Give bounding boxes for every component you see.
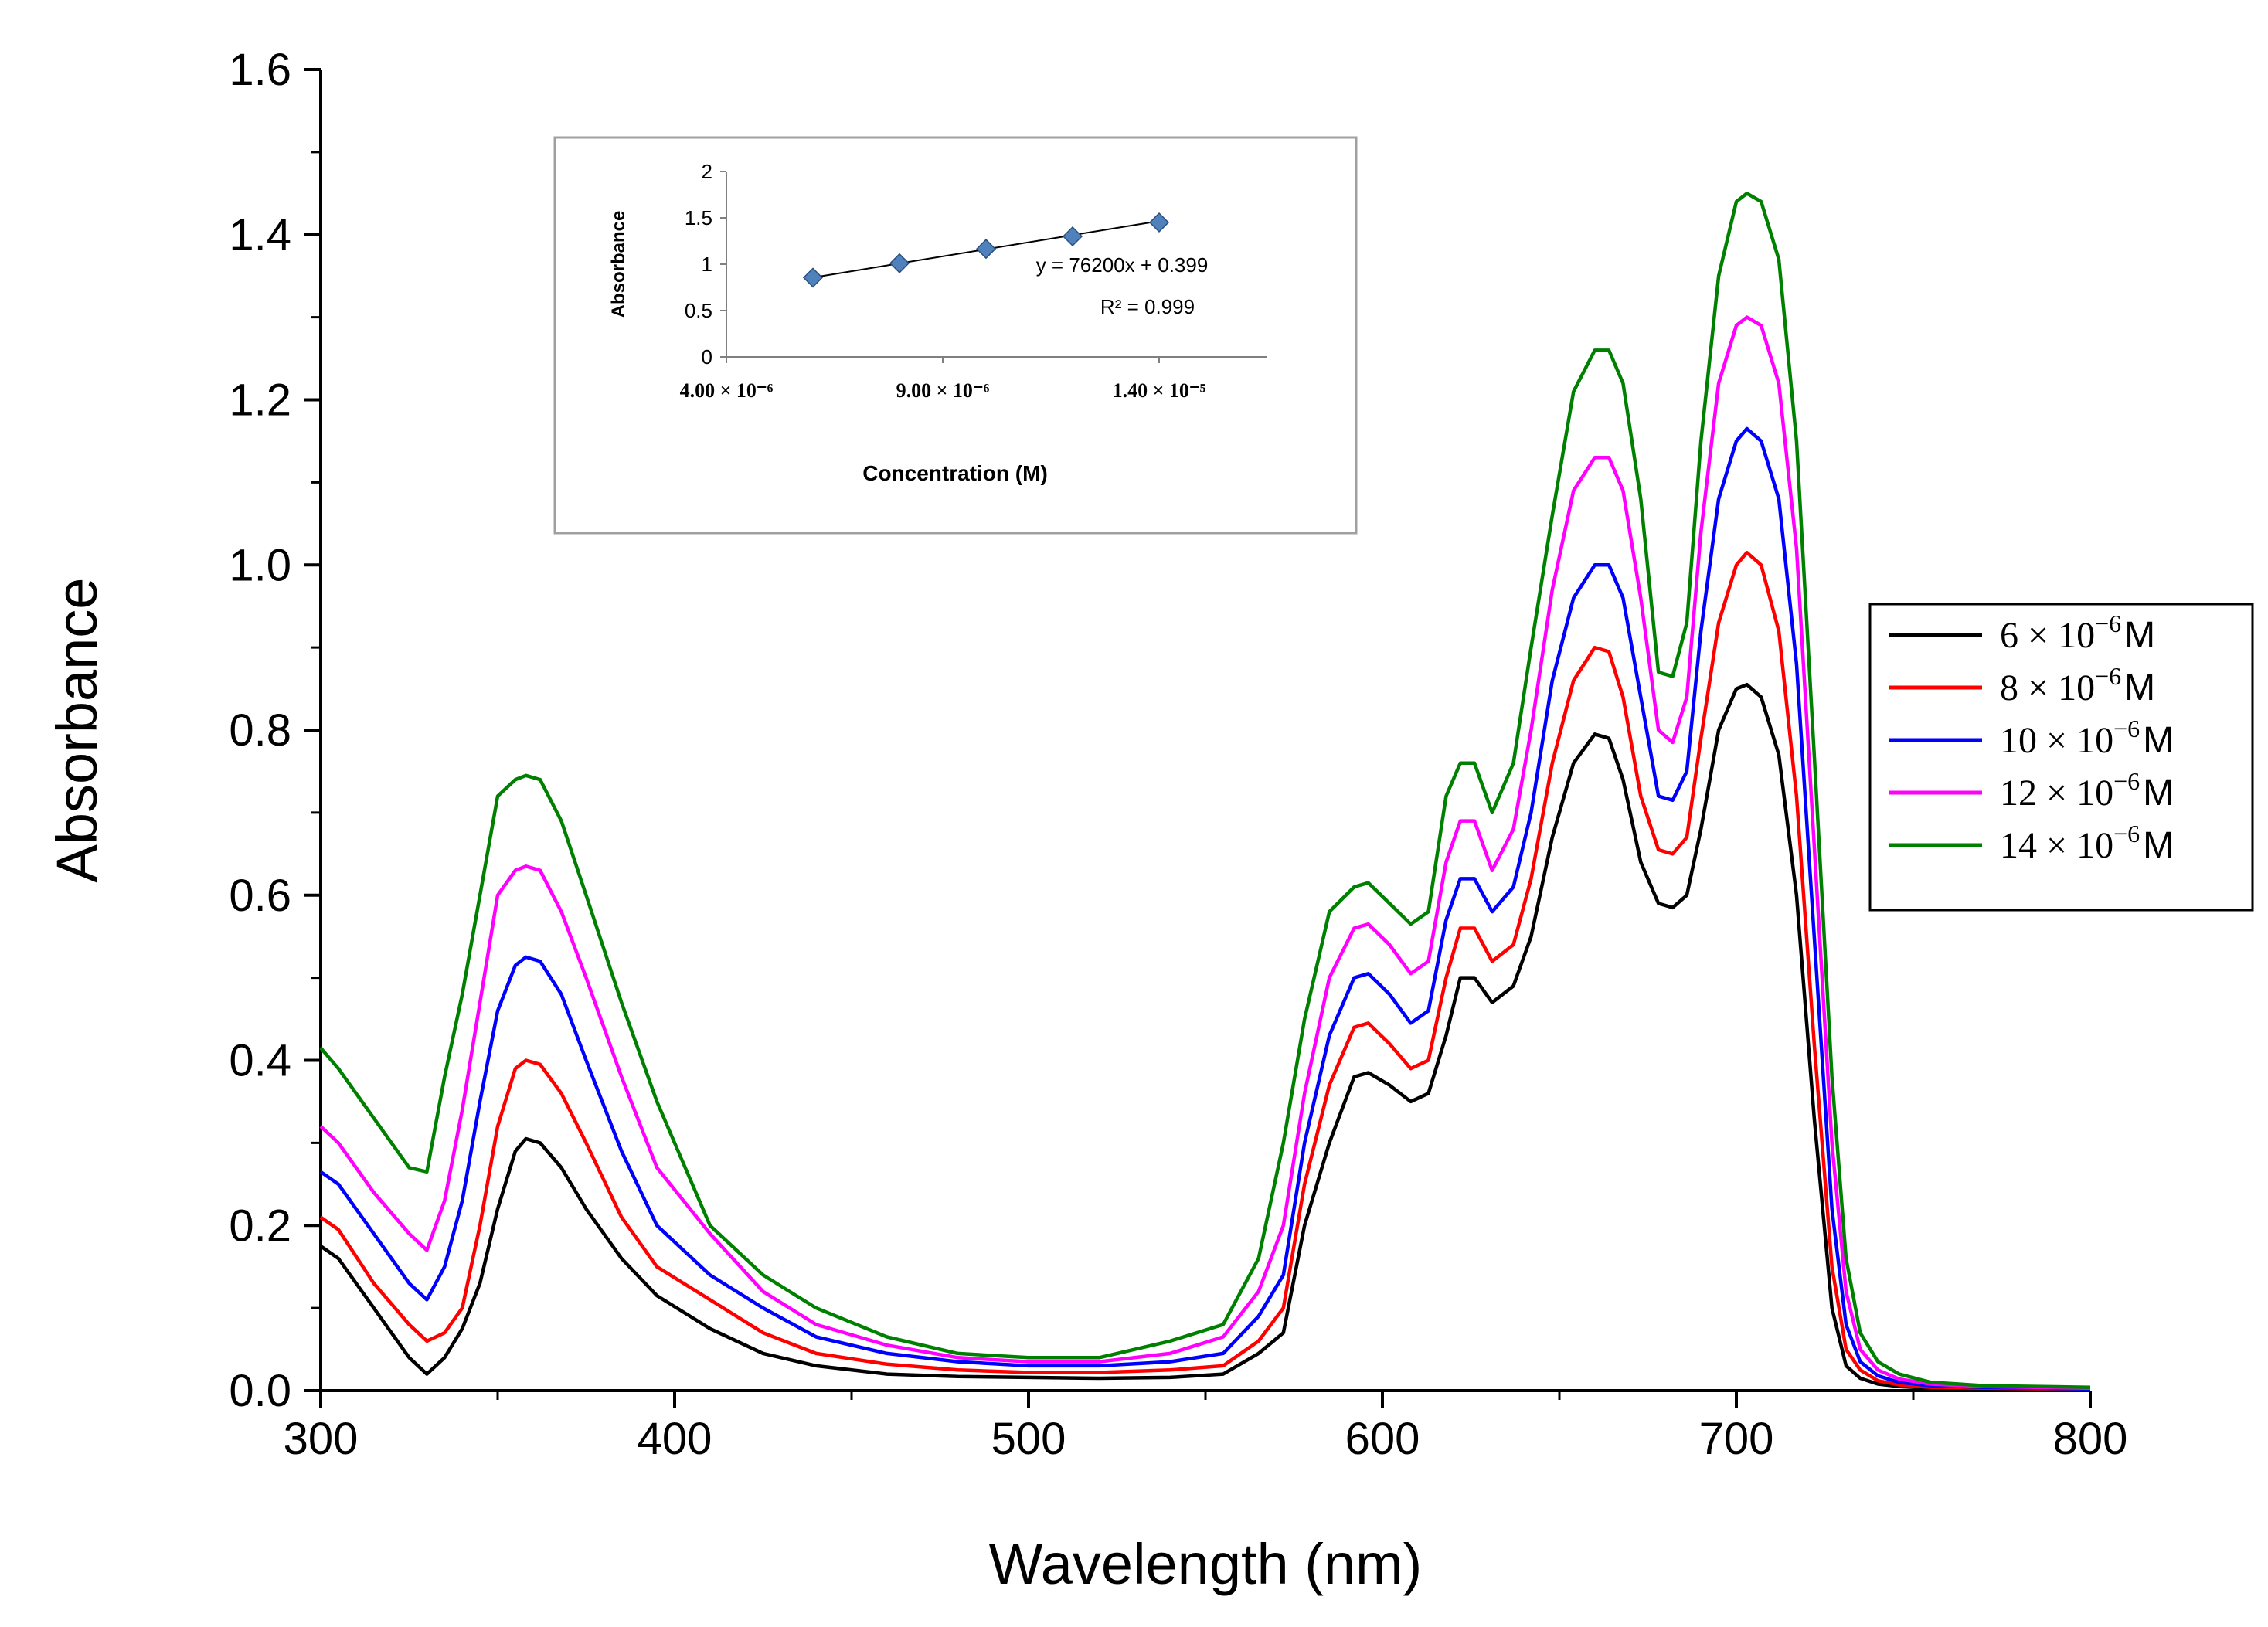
inset-ticks — [720, 171, 1160, 363]
y-tick-label: 1.0 — [229, 540, 291, 590]
legend-label-3: 10 × 10−6M — [2000, 715, 2174, 761]
main-tick-labels: 0.0 0.2 0.4 0.6 0.8 1.0 1.2 1.4 1.6 300 400 500 600 7… — [229, 45, 2127, 1464]
inset-y-tick-label: 0.5 — [685, 299, 712, 322]
y-tick-label: 1.4 — [229, 210, 291, 260]
series-line-5 — [319, 192, 2091, 1389]
y-tick-label: 0.6 — [229, 871, 291, 921]
legend-label-1: 6 × 10−6M — [2000, 610, 2155, 656]
inset-x-axis-title: Concentration (M) — [862, 461, 1048, 485]
inset-y-tick-label: 1.5 — [685, 206, 712, 229]
inset-calibration-chart: 0 0.5 1 1.5 2 4.00 × 10⁻⁶ 9.00 × 10⁻⁶ 1.40 × 10… — [553, 136, 1358, 535]
legend-items: 6 × 10−6M 8 × 10−6M 10 × 10−6M 12 × 10−6M 14… — [1889, 610, 2174, 866]
inset-data-point — [1062, 226, 1083, 247]
x-axis-title: Wavelength (nm) — [989, 1532, 1423, 1596]
x-tick-label: 600 — [1345, 1414, 1420, 1464]
inset-equation: y = 76200x + 0.399 — [1036, 253, 1209, 277]
inset-data-point — [802, 267, 824, 288]
inset-x-tick-label: 4.00 × 10⁻⁶ — [680, 379, 774, 402]
legend-label-4: 12 × 10−6M — [2000, 767, 2174, 814]
main-series — [319, 192, 2091, 1392]
inset-y-axis-title: Absorbance — [608, 211, 629, 318]
inset-x-tick-label: 1.40 × 10⁻⁵ — [1113, 379, 1206, 402]
main-ticks — [304, 68, 2092, 1408]
legend-box — [1868, 603, 2254, 912]
x-tick-label: 700 — [1699, 1414, 1774, 1464]
y-tick-label: 0.8 — [229, 705, 291, 756]
inset-data-point — [889, 253, 910, 273]
y-tick-label: 1.6 — [229, 45, 291, 95]
inset-y-tick-label: 1 — [702, 253, 712, 276]
inset-y-tick-label: 0 — [702, 345, 712, 369]
x-tick-label: 800 — [2053, 1414, 2128, 1464]
inset-tick-labels: 0 0.5 1 1.5 2 4.00 × 10⁻⁶ 9.00 × 10⁻⁶ 1.40 × 10… — [680, 160, 1206, 402]
x-tick-label: 500 — [991, 1414, 1066, 1464]
y-tick-label: 0.0 — [229, 1366, 291, 1416]
inset-data-point — [1148, 212, 1170, 233]
x-tick-label: 400 — [638, 1414, 712, 1464]
series-line-1 — [319, 682, 2091, 1392]
inset-data-point — [975, 239, 997, 260]
inset-x-tick-label: 9.00 × 10⁻⁶ — [896, 379, 990, 402]
series-line-4 — [319, 315, 2091, 1391]
x-tick-label: 300 — [284, 1414, 359, 1464]
y-axis-title: Absorbance — [45, 578, 109, 883]
inset-y-tick-label: 2 — [702, 160, 712, 183]
series-line-3 — [319, 426, 2091, 1391]
y-tick-label: 1.2 — [229, 375, 291, 426]
legend-label-5: 14 × 10−6M — [2000, 820, 2174, 866]
legend-label-2: 8 × 10−6M — [2000, 662, 2155, 708]
inset-points — [802, 212, 1170, 288]
y-tick-label: 0.2 — [229, 1201, 291, 1251]
series-line-2 — [319, 550, 2091, 1391]
legend: 6 × 10−6M 8 × 10−6M 10 × 10−6M 12 × 10−6M 14… — [1868, 603, 2254, 912]
y-tick-label: 0.4 — [229, 1036, 291, 1086]
inset-frame — [553, 136, 1358, 535]
inset-r-squared: R² = 0.999 — [1100, 295, 1195, 318]
